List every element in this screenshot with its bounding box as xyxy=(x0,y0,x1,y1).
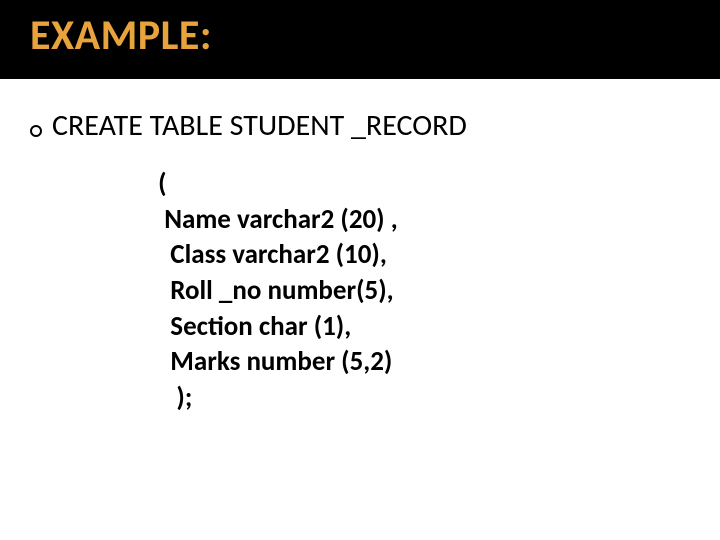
code-line: ); xyxy=(152,380,690,416)
code-line: Roll _no number(5), xyxy=(152,273,690,309)
code-line: Name varchar2 (20) , xyxy=(152,202,690,238)
code-line: Section char (1), xyxy=(152,309,690,345)
circle-bullet-icon xyxy=(30,125,42,137)
slide-body: CREATE TABLE STUDENT _RECORD ( Name varc… xyxy=(0,79,720,415)
slide-title: EXAMPLE: xyxy=(30,10,690,61)
title-band: EXAMPLE: xyxy=(0,0,720,79)
slide: EXAMPLE: CREATE TABLE STUDENT _RECORD ( … xyxy=(0,0,720,540)
code-block: ( Name varchar2 (20) , Class varchar2 (1… xyxy=(152,166,690,415)
code-line: Marks number (5,2) xyxy=(152,344,690,380)
bullet-item: CREATE TABLE STUDENT _RECORD xyxy=(30,107,690,144)
bullet-text: CREATE TABLE STUDENT _RECORD xyxy=(52,107,467,144)
code-line: Class varchar2 (10), xyxy=(152,237,690,273)
code-line: ( xyxy=(152,166,690,202)
